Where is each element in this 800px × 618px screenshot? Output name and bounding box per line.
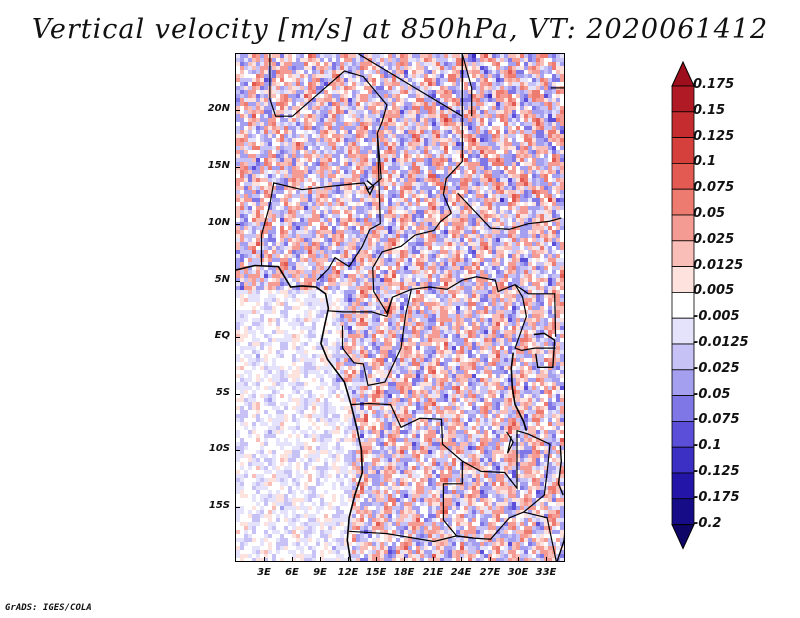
plot-title: Vertical velocity [m/s] at 850hPa, VT: 2… [31, 14, 769, 45]
latitude-label: 10N [207, 217, 230, 228]
colorbar-swatch [671, 85, 695, 113]
colorbar-swatch [671, 420, 695, 448]
colorbar-swatch [671, 343, 695, 371]
longitude-tick [461, 557, 462, 562]
vertical-velocity-field [236, 54, 564, 561]
longitude-label: 6E [285, 567, 299, 578]
colorbar-level-label: -0.005 [693, 309, 740, 325]
latitude-tick [235, 337, 240, 338]
longitude-label: 12E [337, 567, 359, 578]
colorbar-swatch [671, 498, 695, 525]
longitude-tick [348, 557, 349, 562]
colorbar-swatch [671, 472, 695, 500]
latitude-label: 5N [214, 274, 230, 285]
colorbar-swatch [671, 317, 695, 345]
border-angola-drc [350, 402, 474, 539]
longitude-label: 30E [507, 567, 529, 578]
colorbar-level-label: -0.125 [693, 464, 740, 479]
colorbar-level-label: 0.175 [693, 77, 735, 92]
longitude-label: 9E [313, 567, 327, 578]
colorbar-level-label: 0.05 [693, 206, 726, 221]
coastline-east [556, 533, 564, 561]
colorbar-swatch [671, 266, 695, 293]
colorbar-level-label: 0.0125 [693, 257, 744, 273]
colorbar-level-label: -0.0125 [693, 335, 749, 350]
colorbar-upper-arrow [671, 60, 695, 87]
latitude-label: EQ [214, 330, 230, 341]
latitude-label: 10S [208, 443, 230, 454]
lake-victoria [533, 332, 556, 368]
longitude-label: 15E [365, 567, 387, 578]
grads-credit: GrADS: IGES/COLA [5, 603, 92, 613]
colorbar-level-label: -0.075 [693, 412, 740, 428]
longitude-tick [546, 557, 547, 562]
latitude-tick [235, 507, 240, 508]
longitude-label: 21E [422, 567, 444, 578]
longitude-tick [376, 557, 377, 562]
colorbar-swatch [671, 291, 695, 319]
colorbar-level-label: 0.15 [693, 102, 726, 118]
colorbar-swatch [671, 240, 695, 268]
longitude-label: 24E [450, 567, 472, 578]
longitude-tick [264, 557, 265, 562]
latitude-label: 20N [207, 103, 230, 114]
latitude-tick [235, 281, 240, 282]
border-congo [341, 289, 412, 387]
border-gabon-congo [328, 297, 394, 318]
lake-chad [365, 180, 375, 196]
latitude-label: 15S [208, 500, 230, 511]
border-south-sudan [457, 192, 562, 230]
latitude-tick [235, 167, 240, 168]
colorbar-level-label: 0.025 [693, 231, 735, 247]
colorbar-lower-arrow [671, 524, 695, 550]
longitude-label: 3E [257, 567, 271, 578]
colorbar-swatch [671, 214, 695, 242]
border-uganda [514, 284, 556, 352]
border-lake-tanganyika [510, 352, 528, 431]
colorbar-level-label: -0.2 [693, 515, 722, 531]
colorbar-swatch [671, 369, 695, 396]
colorbar-swatch [671, 163, 695, 190]
border-zambia [462, 429, 551, 513]
longitude-label: 33E [535, 567, 557, 578]
colorbar-level-label: 0.075 [693, 180, 735, 196]
border-cameroon [316, 133, 381, 281]
colorbar-level-label: 0.125 [693, 128, 735, 144]
colorbar-level-label: 0.1 [693, 154, 717, 170]
colorbar-swatch [671, 395, 695, 422]
colorbar-level-label: -0.025 [693, 360, 740, 376]
colorbar-swatch [671, 446, 695, 474]
longitude-tick [292, 557, 293, 562]
latitude-tick [235, 224, 240, 225]
colorbar-scale [671, 60, 695, 550]
map-panel [235, 53, 565, 562]
colorbar-level-label: -0.1 [693, 438, 722, 454]
longitude-tick [490, 557, 491, 562]
colorbar-swatch [671, 111, 695, 138]
lake-mweru [506, 431, 514, 454]
colorbar-level-label: 0.005 [693, 283, 735, 299]
longitude-tick [404, 557, 405, 562]
latitude-tick [235, 110, 240, 111]
coastline-west [236, 264, 364, 561]
longitude-tick [320, 557, 321, 562]
border-south [349, 511, 557, 561]
longitude-tick [518, 557, 519, 562]
colorbar-level-label: -0.05 [693, 386, 731, 402]
colorbar-level-label: -0.175 [693, 489, 740, 505]
longitude-tick [433, 557, 434, 562]
latitude-tick [235, 394, 240, 395]
longitude-label: 18E [393, 567, 415, 578]
colorbar-swatch [671, 188, 695, 216]
border-central [358, 54, 557, 337]
latitude-label: 15N [207, 160, 230, 171]
border-niger-nigeria [260, 54, 388, 266]
latitude-label: 5S [215, 387, 230, 398]
latitude-tick [235, 450, 240, 451]
lake-malawi [557, 445, 564, 496]
colorbar-swatch [671, 137, 695, 164]
longitude-label: 27E [479, 567, 501, 578]
